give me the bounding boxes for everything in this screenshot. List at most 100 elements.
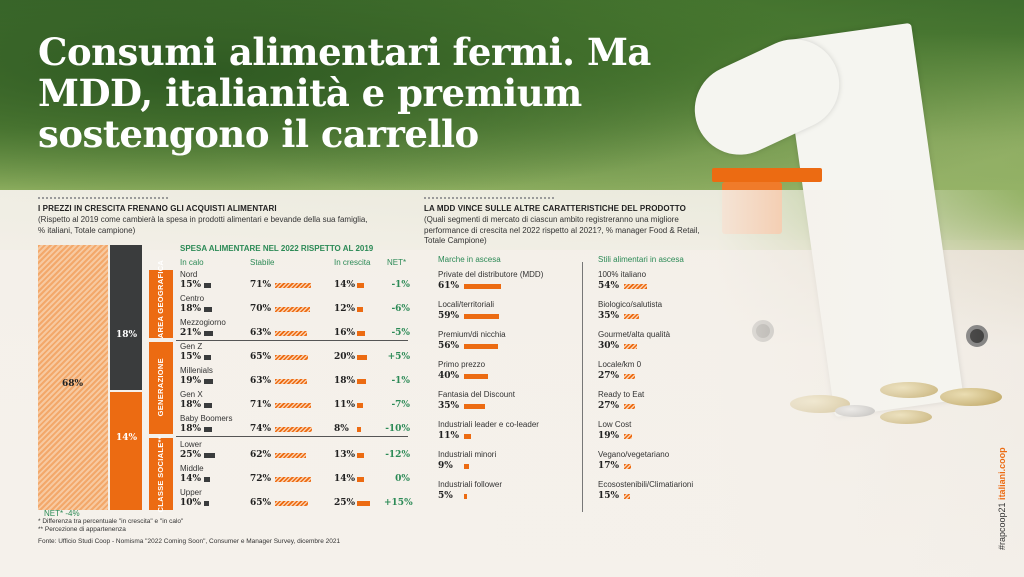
- stili-bar: [624, 314, 639, 319]
- bar-stabile: [275, 307, 310, 312]
- bar-stabile: [275, 379, 307, 384]
- marche-label: Private del distributore (MDD): [438, 270, 544, 279]
- marche-bar: [464, 494, 467, 499]
- bar-stabile: [275, 501, 308, 506]
- value-in-calo: 18%: [180, 400, 202, 410]
- stack-in-crescita: [110, 392, 142, 510]
- group-box-generazione: [149, 342, 173, 434]
- row-label: Baby Boomers: [180, 414, 233, 423]
- bar-in-crescita: [357, 331, 365, 336]
- row-label: Nord: [180, 270, 198, 279]
- hashtag-text: #rapcoop21: [997, 502, 1007, 550]
- value-in-crescita: 20%: [334, 352, 356, 362]
- value-in-calo: 15%: [180, 352, 202, 362]
- stili-value: 15%: [598, 491, 620, 501]
- value-net: +15%: [384, 498, 413, 508]
- bar-stabile: [275, 355, 308, 360]
- value-net: -1%: [391, 280, 410, 290]
- marche-label: Locali/territoriali: [438, 300, 495, 309]
- section-divider: [424, 197, 554, 199]
- marche-bar: [464, 434, 471, 439]
- row-label: Middle: [180, 464, 204, 473]
- bar-in-calo: [204, 477, 211, 482]
- marche-label: Primo prezzo: [438, 360, 486, 369]
- stili-bar: [624, 374, 636, 379]
- marche-bar: [464, 374, 488, 379]
- value-stabile: 71%: [250, 400, 272, 410]
- col-header-net: NET*: [387, 258, 407, 267]
- value-stabile: 63%: [250, 328, 272, 338]
- marche-value: 5%: [438, 491, 453, 501]
- stili-value: 54%: [598, 281, 620, 291]
- section-divider: [38, 197, 168, 199]
- col-header-in-crescita: In crescita: [334, 258, 371, 267]
- value-in-calo: 18%: [180, 424, 202, 434]
- left-section-subtitle: (Rispetto al 2019 come cambierà la spesa…: [38, 215, 368, 235]
- left-section-title: I PREZZI IN CRESCITA FRENANO GLI ACQUIST…: [38, 204, 277, 213]
- bar-in-crescita: [357, 379, 366, 384]
- stack-label-in-calo: 18%: [116, 330, 138, 340]
- stili-value: 17%: [598, 461, 620, 471]
- bar-in-calo: [204, 355, 211, 360]
- stili-label: Ecosostenibili/Climatiarioni: [598, 480, 694, 489]
- row-label: Gen X: [180, 390, 203, 399]
- value-in-calo: 14%: [180, 474, 202, 484]
- col-header-stili: Stili alimentari in ascesa: [598, 255, 684, 264]
- value-net: -1%: [391, 376, 410, 386]
- value-in-crescita: 16%: [334, 328, 356, 338]
- value-stabile: 72%: [250, 474, 272, 484]
- marche-label: Industriali minori: [438, 450, 497, 459]
- headline: Consumi alimentari fermi. Ma MDD, italia…: [38, 30, 651, 156]
- value-net: -6%: [391, 304, 410, 314]
- marche-value: 35%: [438, 401, 460, 411]
- value-net: -5%: [391, 328, 410, 338]
- stili-label: Low Cost: [598, 420, 632, 429]
- value-in-calo: 25%: [180, 450, 202, 460]
- marche-value: 40%: [438, 371, 460, 381]
- group-separator: [176, 340, 408, 341]
- value-in-crescita: 12%: [334, 304, 356, 314]
- stili-label: Locale/km 0: [598, 360, 642, 369]
- stili-bar: [624, 434, 632, 439]
- bar-in-crescita: [357, 355, 367, 360]
- stack-label-stabile: 68%: [62, 379, 84, 389]
- value-in-calo: 19%: [180, 376, 202, 386]
- bar-in-calo: [204, 453, 216, 458]
- group-separator: [176, 436, 408, 437]
- marche-label: Industriali leader e co-leader: [438, 420, 539, 429]
- group-label-area: AREA GEOGRAFICA: [155, 259, 165, 339]
- bar-in-crescita: [357, 403, 363, 408]
- value-in-crescita: 25%: [334, 498, 356, 508]
- bar-in-calo: [204, 331, 214, 336]
- bar-stabile: [275, 477, 311, 482]
- footnote-1: * Differenza tra percentuale "in crescit…: [38, 518, 184, 525]
- row-label: Upper: [180, 488, 202, 497]
- stili-value: 30%: [598, 341, 620, 351]
- stili-value: 35%: [598, 311, 620, 321]
- stili-bar: [624, 494, 631, 499]
- marche-label: Fantasia del Discount: [438, 390, 515, 399]
- row-label: Lower: [180, 440, 202, 449]
- marche-value: 59%: [438, 311, 460, 321]
- source-note: Fonte: Ufficio Studi Coop - Nomisma "202…: [38, 538, 341, 545]
- stack-in-calo: [110, 245, 142, 390]
- stack-stabile: [38, 245, 108, 510]
- value-in-calo: 18%: [180, 304, 202, 314]
- cart-top-rail: [712, 168, 822, 182]
- value-stabile: 65%: [250, 352, 272, 362]
- value-stabile: 70%: [250, 304, 272, 314]
- value-net: -7%: [391, 400, 410, 410]
- value-net: -12%: [385, 450, 410, 460]
- stili-label: Vegano/vegetariano: [598, 450, 670, 459]
- row-label: Centro: [180, 294, 205, 303]
- site-text: italiani.coop: [997, 447, 1007, 500]
- table-title: SPESA ALIMENTARE NEL 2022 RISPETTO AL 20…: [180, 244, 374, 253]
- value-stabile: 71%: [250, 280, 272, 290]
- stack-label-in-crescita: 14%: [116, 433, 138, 443]
- marche-bar: [464, 404, 485, 409]
- stili-label: Biologico/salutista: [598, 300, 663, 309]
- row-label: Gen Z: [180, 342, 203, 351]
- value-in-calo: 15%: [180, 280, 202, 290]
- stili-value: 27%: [598, 371, 620, 381]
- bar-in-crescita: [357, 501, 370, 506]
